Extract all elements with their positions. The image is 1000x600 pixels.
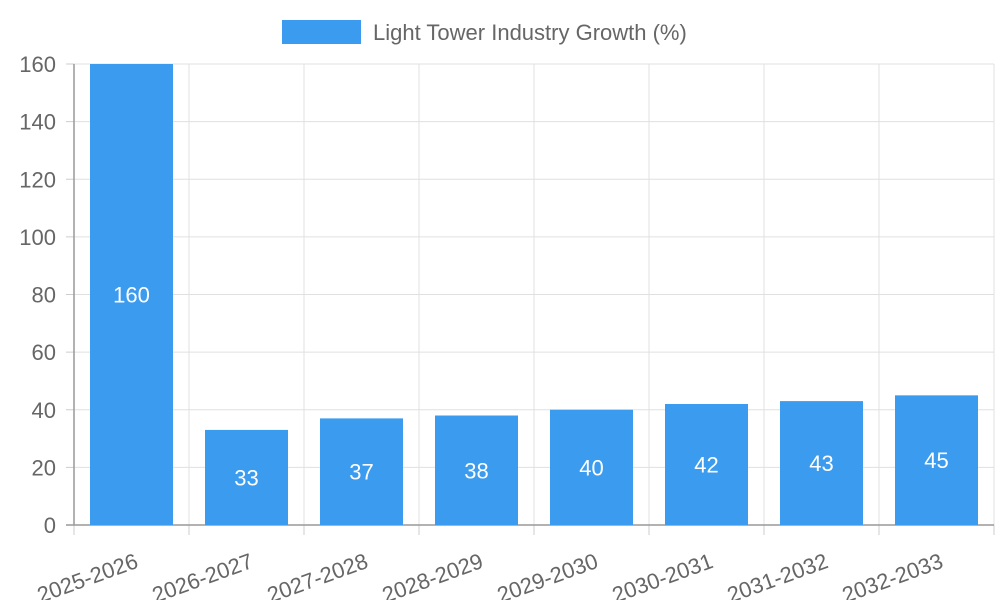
y-tick-label: 100 (19, 225, 56, 250)
y-tick-label: 80 (32, 283, 56, 308)
data-labels-layer: 160 33 37 38 40 42 43 45 (113, 283, 949, 491)
x-tick-label: 2030-2031 (609, 548, 716, 600)
bar[interactable] (435, 415, 518, 525)
bar-value-label: 33 (234, 465, 258, 490)
bar-value-label: 160 (113, 283, 150, 308)
legend-label: Light Tower Industry Growth (%) (373, 20, 687, 45)
y-tick-label: 140 (19, 110, 56, 135)
x-tick-label: 2031-2032 (724, 548, 831, 600)
bar[interactable] (90, 64, 173, 525)
bar-value-label: 38 (464, 458, 488, 483)
x-tick-label: 2026-2027 (149, 548, 256, 600)
y-tick-label: 60 (32, 340, 56, 365)
y-tick-label: 20 (32, 455, 56, 480)
bar[interactable] (895, 395, 978, 525)
bar[interactable] (665, 403, 748, 525)
bar[interactable] (205, 429, 288, 525)
x-tick-label: 2029-2030 (494, 548, 601, 600)
bar-value-label: 37 (349, 460, 373, 485)
legend-swatch (282, 20, 361, 44)
grid-layer (73, 63, 995, 526)
bar-value-label: 43 (809, 451, 833, 476)
x-tick-label: 2027-2028 (264, 548, 371, 600)
y-tick-label: 120 (19, 167, 56, 192)
y-tick-label: 40 (32, 398, 56, 423)
x-tick-label: 2028-2029 (379, 548, 486, 600)
bar[interactable] (550, 409, 633, 525)
bar-value-label: 42 (694, 452, 718, 477)
x-tick-label: 2025-2026 (34, 548, 141, 600)
bar[interactable] (780, 401, 863, 525)
bar[interactable] (320, 418, 403, 525)
bars-layer (90, 64, 978, 525)
y-tick-label: 160 (19, 52, 56, 77)
x-tick-label: 2032-2033 (839, 548, 946, 600)
bar-value-label: 45 (924, 448, 948, 473)
y-tick-label: 0 (44, 513, 56, 538)
legend[interactable]: Light Tower Industry Growth (%) (282, 20, 687, 45)
bar-value-label: 40 (579, 455, 603, 480)
